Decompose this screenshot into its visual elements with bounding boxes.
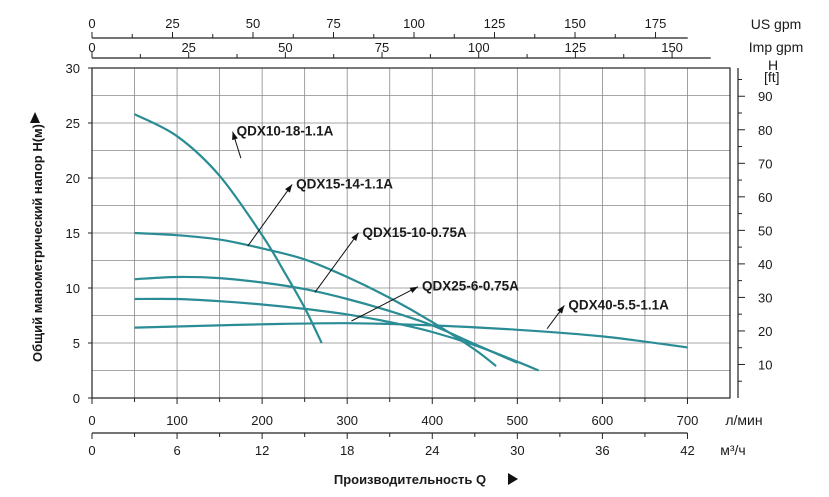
us-tick-label: 175 (645, 16, 667, 31)
y-tick-label: 20 (66, 171, 80, 186)
lmin-tick-label: 700 (677, 413, 699, 428)
ft-tick-label: 60 (758, 190, 772, 205)
x-axis-title-text: Производительность Q (334, 472, 486, 487)
ft-tick-label: 80 (758, 123, 772, 138)
imp-unit-label: Imp gpm (749, 39, 803, 55)
lmin-unit-label: л/мин (725, 412, 762, 428)
y-tick-label: 0 (73, 391, 80, 406)
lmin-tick-label: 600 (592, 413, 614, 428)
m3h-tick-label: 30 (510, 443, 524, 458)
ft-unit-label: H (768, 57, 778, 73)
leader-arrow-icon (232, 131, 238, 141)
curve-label: QDX40-5.5-1.1A (568, 297, 669, 312)
leader-arrow-icon (351, 232, 359, 242)
us-tick-label: 50 (246, 16, 260, 31)
y-tick-label: 30 (66, 61, 80, 76)
y-axis-title: Общий манометрический напор H(м) (30, 124, 45, 362)
leader-line (351, 286, 419, 322)
curve-label: QDX15-14-1.1A (296, 176, 393, 191)
axis-titles: Общий манометрический напор H(м) Произво… (30, 112, 518, 487)
m3h-tick-label: 18 (340, 443, 354, 458)
ft-tick-label: 50 (758, 223, 772, 238)
curve-label: QDX10-18-1.1A (237, 124, 334, 139)
imp-tick-label: 150 (661, 40, 683, 55)
us-tick-label: 125 (484, 16, 506, 31)
y-tick-label: 5 (73, 336, 80, 351)
curve-labels: QDX10-18-1.1A QDX15-14-1.1A QDX15-10-0.75A… (232, 124, 669, 329)
lmin-tick-label: 500 (506, 413, 528, 428)
curve-qdx15-14-1.1a (134, 231, 497, 367)
imp-tick-label: 100 (468, 40, 490, 55)
ft-tick-label: 20 (758, 324, 772, 339)
ft-tick-label: 90 (758, 89, 772, 104)
lmin-tick-label: 200 (251, 413, 273, 428)
us-unit-label: US gpm (751, 16, 802, 32)
curve-qdx15-10-0.75a (134, 275, 518, 364)
performance-curves (134, 113, 688, 372)
curve-label: QDX25-6-0.75A (422, 279, 519, 294)
ft-tick-label: 70 (758, 156, 772, 171)
leader-arrow-icon (557, 305, 565, 314)
leader-line (247, 184, 293, 247)
us-tick-label: 0 (88, 16, 95, 31)
imp-tick-label: 0 (88, 40, 95, 55)
y-axis-arrow-icon (30, 112, 40, 123)
imp-tick-label: 125 (565, 40, 587, 55)
y-tick-label: 15 (66, 226, 80, 241)
y-tick-label: 10 (66, 281, 80, 296)
imp-tick-label: 50 (278, 40, 292, 55)
imp-tick-label: 25 (181, 40, 195, 55)
us-tick-label: 25 (165, 16, 179, 31)
curve-qdx40-5.5-1.1a (134, 322, 688, 349)
curve-qdx25-6-0.75a (134, 297, 540, 372)
ft-tick-label: 10 (758, 357, 772, 372)
ft-tick-label: 30 (758, 290, 772, 305)
curve-label: QDX15-10-0.75A (363, 225, 468, 240)
m3h-tick-label: 24 (425, 443, 439, 458)
x-axis-arrow-icon (508, 473, 518, 485)
m3h-tick-label: 42 (680, 443, 694, 458)
lmin-tick-label: 100 (166, 413, 188, 428)
imp-tick-label: 75 (375, 40, 389, 55)
ft-tick-label: 40 (758, 257, 772, 272)
ft-unit-label: [ft] (764, 69, 780, 85)
lmin-tick-label: 0 (88, 413, 95, 428)
us-tick-label: 75 (326, 16, 340, 31)
m3h-tick-label: 6 (173, 443, 180, 458)
leader-arrow-icon (409, 286, 419, 294)
m3h-tick-label: 12 (255, 443, 269, 458)
leader-line (314, 232, 359, 293)
m3h-tick-label: 36 (595, 443, 609, 458)
m3h-unit-label: м³/ч (720, 442, 745, 458)
leader-arrow-icon (285, 184, 293, 193)
m3h-tick-label: 0 (88, 443, 95, 458)
us-tick-label: 150 (564, 16, 586, 31)
lmin-tick-label: 300 (336, 413, 358, 428)
x-axis-title: Производительность Q (334, 472, 486, 487)
us-tick-label: 100 (403, 16, 425, 31)
lmin-tick-label: 400 (421, 413, 443, 428)
y-tick-label: 25 (66, 116, 80, 131)
